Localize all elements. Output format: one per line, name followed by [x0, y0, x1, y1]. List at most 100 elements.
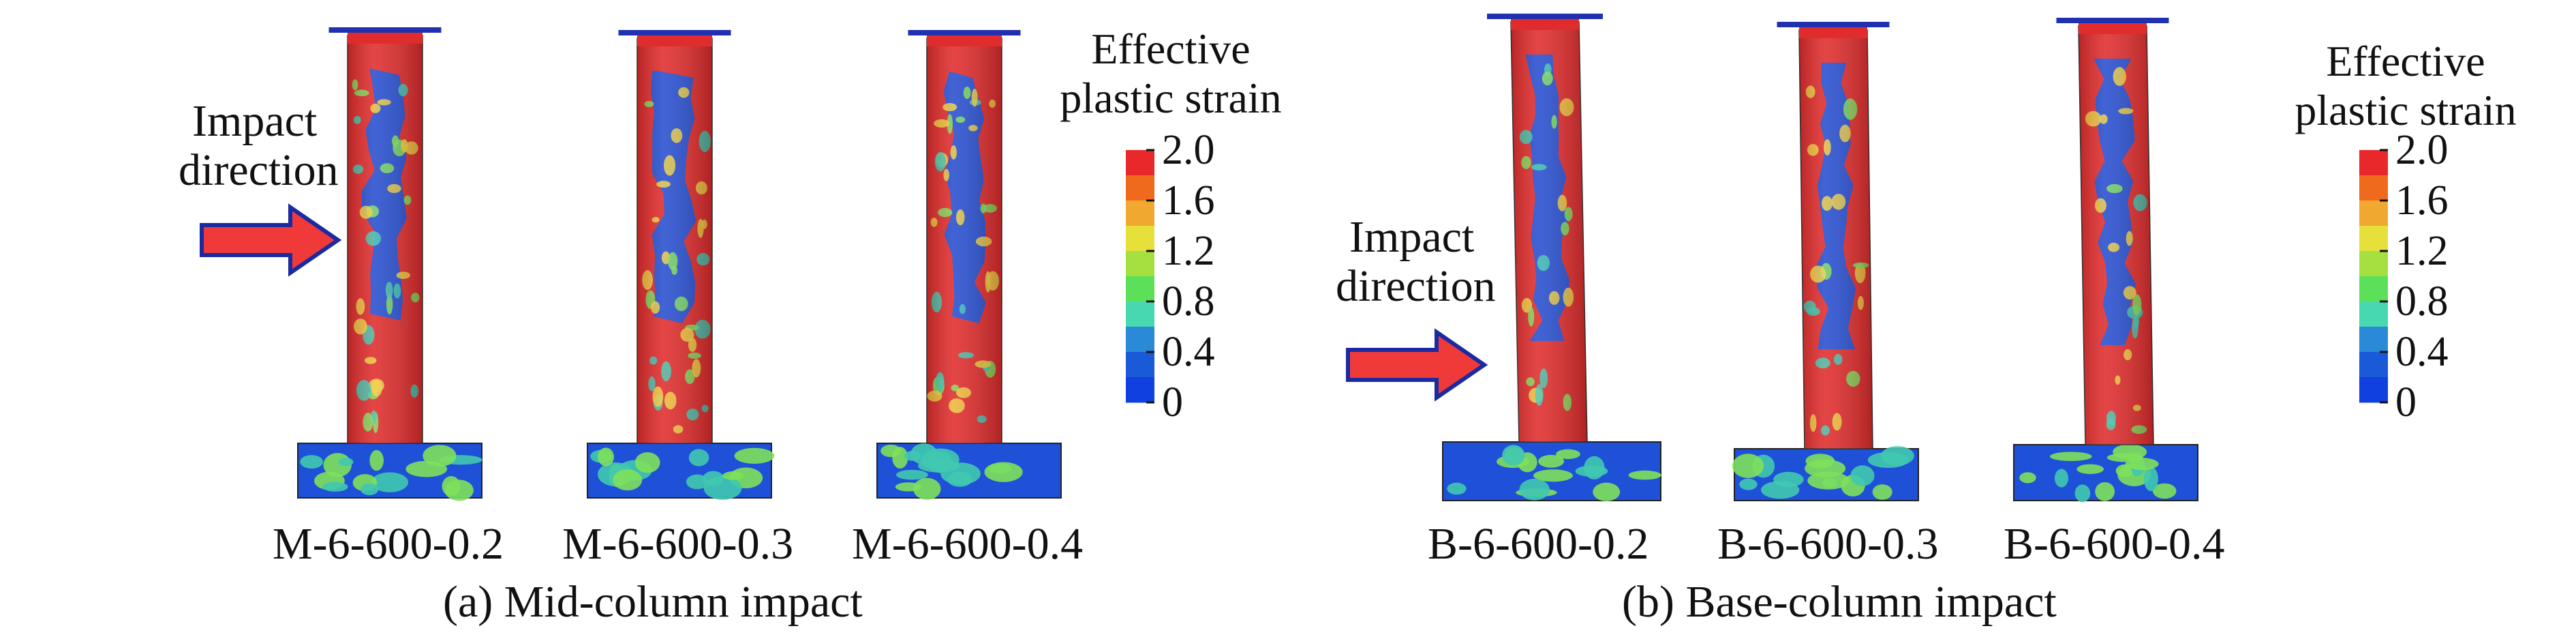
- base-contour-spot: [904, 451, 921, 461]
- base-contour-spot: [984, 462, 1023, 482]
- top-plate: [618, 30, 731, 35]
- legend-swatch: [1126, 150, 1154, 176]
- base-contour-spot: [613, 469, 643, 491]
- legend-colorbar-b: [2359, 149, 2388, 404]
- legend-a-tick-1-6: 1.6: [1162, 177, 1215, 224]
- legend-b-tick-1-2: 1.2: [2395, 228, 2449, 274]
- column-cap: [637, 35, 712, 46]
- column-shading: [927, 38, 1002, 443]
- base-contour-spot: [892, 447, 908, 469]
- legend-swatch: [2359, 251, 2388, 277]
- legend-swatch: [1126, 226, 1154, 252]
- legend-swatch: [2359, 201, 2388, 226]
- base-contour-spot: [895, 469, 928, 480]
- base-contour-spot: [1881, 446, 1914, 466]
- legend-a-tick-0-4: 0.4: [1162, 329, 1215, 375]
- legend-swatch: [1126, 377, 1154, 403]
- impact-label-a-line2: direction: [179, 145, 339, 195]
- legend-swatch: [1126, 251, 1154, 277]
- top-plate: [2056, 18, 2169, 23]
- base-contour-spot: [300, 455, 324, 469]
- base-contour-spot: [2095, 482, 2115, 501]
- base-contour-spot: [442, 476, 461, 497]
- base-contour-spot: [2143, 466, 2158, 492]
- base-contour-spot: [1807, 471, 1850, 490]
- base-contour-spot: [322, 482, 348, 492]
- top-plate: [1777, 22, 1890, 27]
- base-contour-spot: [1447, 482, 1467, 495]
- legend-b-tick-0: 0: [2395, 379, 2417, 426]
- base-contour-spot: [1805, 454, 1835, 469]
- base-contour-spot: [722, 471, 744, 480]
- column-shading: [2079, 26, 2153, 445]
- legend-title-b-line1: Effective: [2326, 37, 2485, 85]
- base-contour-spot: [423, 445, 457, 467]
- legend-swatch: [2359, 327, 2388, 353]
- column-model-3: [876, 30, 1062, 500]
- model-label-m-0-3: M-6-600-0.3: [562, 519, 794, 569]
- base-contour-spot: [686, 474, 709, 490]
- model-label-b-0-3: B-6-600-0.3: [1717, 519, 1939, 569]
- column-shading: [1511, 22, 1587, 442]
- base-contour-spot: [369, 449, 384, 471]
- legend-a-tick-0-8: 0.8: [1162, 278, 1215, 325]
- caption-panel-b: (b) Base-column impact: [1622, 577, 2057, 627]
- base-contour-spot: [2074, 484, 2091, 503]
- caption-panel-a: (a) Mid-column impact: [443, 577, 863, 627]
- column-model-6: [2013, 18, 2198, 503]
- base-contour-spot: [634, 452, 660, 473]
- legend-swatch: [1126, 175, 1154, 201]
- base-contour-spot: [1732, 454, 1764, 479]
- top-plate: [908, 30, 1021, 35]
- column-cap: [1799, 27, 1867, 38]
- legend-b-tick-2-0: 2.0: [2395, 127, 2449, 173]
- top-plate: [1487, 14, 1603, 19]
- legend-swatch: [1126, 352, 1154, 378]
- impact-arrow-a: [200, 203, 342, 277]
- base-contour-spot: [1773, 471, 1804, 488]
- base-contour-spot: [1502, 445, 1525, 466]
- legend-a-tick-2-0: 2.0: [1162, 127, 1215, 173]
- legend-title-a-line1: Effective: [1091, 25, 1251, 73]
- base-contour-spot: [913, 477, 941, 500]
- legend-swatch: [2359, 377, 2388, 403]
- base-contour-spot: [338, 458, 354, 466]
- legend-swatch: [2359, 150, 2388, 176]
- top-plate: [328, 27, 442, 33]
- base-contour-spot: [2152, 483, 2177, 499]
- column-model-4: [1442, 14, 1661, 501]
- model-label-m-0-2: M-6-600-0.2: [273, 519, 504, 569]
- legend-a-tick-1-2: 1.2: [1162, 228, 1215, 274]
- model-label-b-0-2: B-6-600-0.2: [1428, 519, 1649, 569]
- legend-b-tick-0-8: 0.8: [2395, 278, 2449, 325]
- column-cap: [927, 35, 1002, 46]
- base-contour-spot: [2125, 458, 2159, 471]
- base-contour-spot: [360, 483, 379, 496]
- legend-swatch: [1126, 327, 1154, 353]
- model-label-b-0-4: B-6-600-0.4: [2004, 519, 2225, 569]
- legend-title-a-line2: plastic strain: [1060, 74, 1282, 122]
- legend-a-tick-0: 0: [1162, 379, 1183, 426]
- legend-swatch: [2359, 226, 2388, 252]
- legend-swatch: [2359, 301, 2388, 327]
- base-contour-spot: [1593, 482, 1621, 501]
- legend-title-b-line2: plastic strain: [2295, 86, 2517, 134]
- impact-arrow-b: [1346, 328, 1488, 402]
- legend-swatch: [1126, 301, 1154, 327]
- legend-swatch: [2359, 276, 2388, 302]
- base-contour-spot: [2054, 469, 2069, 488]
- legend-b-tick-1-6: 1.6: [2395, 177, 2449, 224]
- base-contour-spot: [1872, 484, 1892, 500]
- impact-label-a-line1: Impact: [192, 96, 318, 146]
- model-label-m-0-4: M-6-600-0.4: [852, 519, 1084, 569]
- base-contour-spot: [1556, 449, 1580, 460]
- column-model-5: [1732, 22, 1919, 501]
- legend-colorbar-a: [1126, 149, 1154, 404]
- base-contour-spot: [2076, 464, 2104, 475]
- base-contour-spot: [688, 449, 709, 466]
- column-shading: [348, 35, 423, 443]
- column-cap: [348, 33, 423, 44]
- legend-swatch: [2359, 352, 2388, 378]
- column-model-1: [297, 27, 482, 501]
